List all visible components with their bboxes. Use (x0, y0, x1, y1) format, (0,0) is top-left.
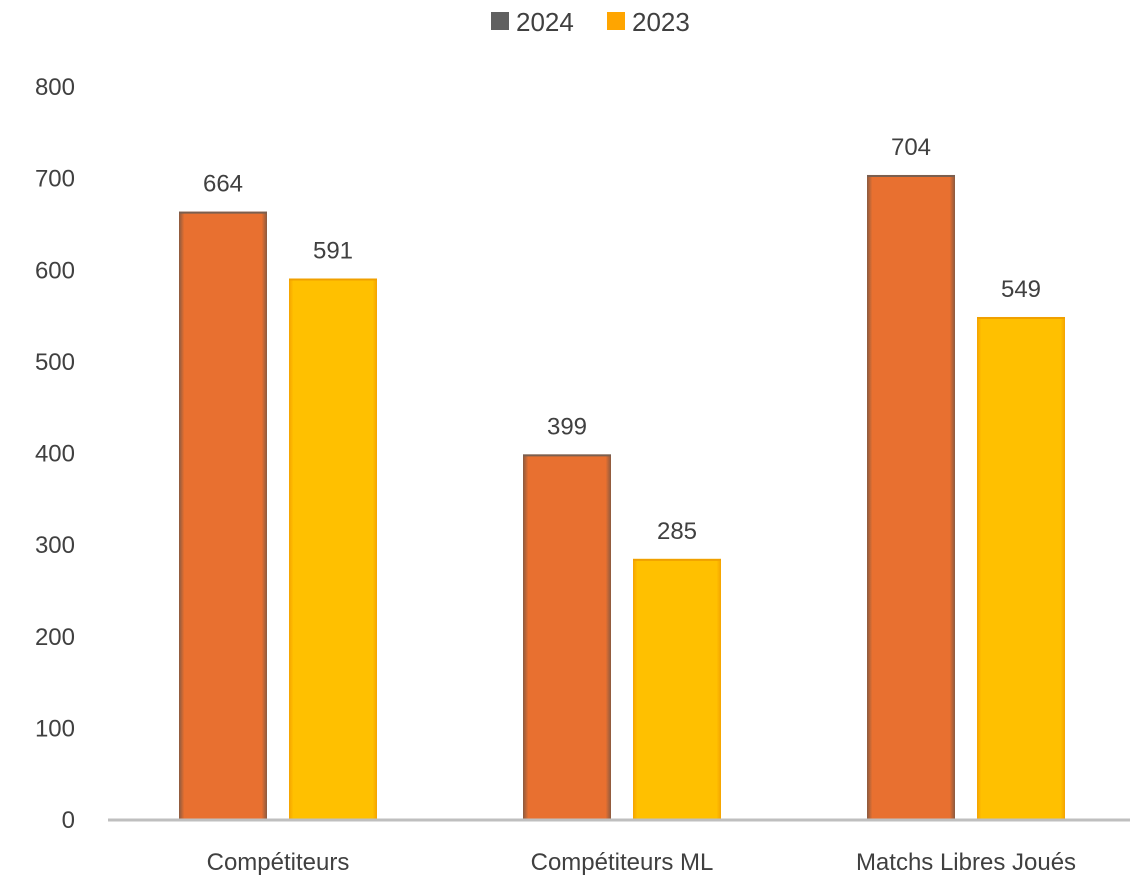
data-label: 285 (657, 518, 697, 545)
bar-2024-3 (867, 174, 955, 820)
data-label: 549 (1001, 276, 1041, 303)
x-category-label: Matchs Libres Joués (856, 849, 1076, 876)
y-tick-label: 0 (62, 807, 75, 834)
legend: 2024 2023 (491, 7, 690, 37)
y-tick-label: 400 (35, 441, 75, 468)
y-tick-label: 100 (35, 715, 75, 742)
data-label: 664 (203, 171, 243, 198)
y-tick-label: 200 (35, 624, 75, 651)
legend-label: 2024 (516, 7, 574, 37)
bar-2023-3 (977, 316, 1065, 820)
x-category-label: Compétiteurs (207, 849, 350, 876)
y-axis: 0 100 200 300 400 500 600 700 800 (35, 74, 75, 834)
y-tick-label: 800 (35, 74, 75, 101)
legend-label: 2023 (632, 7, 690, 37)
data-label: 399 (547, 413, 587, 440)
y-tick-label: 600 (35, 257, 75, 284)
bar-2023-2 (633, 558, 721, 820)
y-tick-label: 700 (35, 166, 75, 193)
data-label: 704 (891, 134, 931, 161)
y-tick-label: 300 (35, 532, 75, 559)
data-label: 591 (313, 237, 353, 264)
x-axis: Compétiteurs Compétiteurs ML Matchs Libres… (108, 818, 1130, 876)
y-tick-label: 500 (35, 349, 75, 376)
x-category-label: Compétiteurs ML (531, 849, 714, 876)
legend-swatch-2024 (491, 12, 509, 30)
legend-swatch-2023 (607, 12, 625, 30)
bars: 664 591 399 285 704 549 (179, 134, 1065, 821)
bar-2023-1 (289, 278, 377, 821)
bar-2024-2 (523, 454, 611, 820)
bar-2024-1 (179, 211, 267, 821)
